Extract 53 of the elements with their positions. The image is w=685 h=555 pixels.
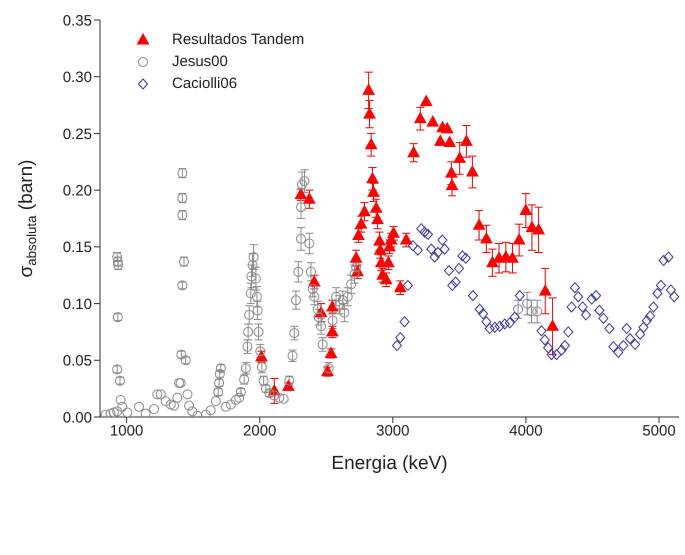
point [303, 192, 316, 204]
y-tick-label: 0.00 [62, 409, 92, 426]
point [444, 136, 456, 148]
point [387, 226, 400, 238]
y-tick-label: 0.05 [62, 352, 92, 370]
point [460, 134, 472, 146]
y-tick-label: 0.10 [62, 296, 92, 313]
point [352, 229, 364, 240]
point [420, 95, 432, 106]
legend-label: Jesus00 [172, 52, 228, 70]
x-axis-title: Energia (keV) [331, 453, 448, 474]
x-tick-label: 4000 [509, 422, 543, 440]
point [368, 186, 380, 197]
x-tick-label: 3000 [376, 422, 410, 440]
point [355, 218, 368, 229]
point [426, 116, 439, 127]
point [362, 84, 375, 95]
point [358, 205, 370, 216]
point [513, 234, 526, 245]
point [366, 172, 378, 184]
point [350, 252, 362, 263]
point [466, 165, 478, 176]
y-tick-label: 0.15 [62, 239, 92, 256]
point [441, 122, 454, 134]
point [446, 179, 458, 190]
point [532, 223, 545, 234]
y-tick-label: 0.25 [62, 126, 92, 143]
x-tick-label: 1000 [110, 422, 144, 440]
point [364, 108, 376, 119]
point [506, 252, 518, 263]
point [282, 380, 294, 391]
point [372, 213, 384, 224]
point [539, 284, 552, 296]
point [434, 134, 446, 146]
point [414, 112, 426, 124]
y-tick-label: 0.20 [62, 182, 92, 200]
point [480, 232, 492, 244]
point [394, 281, 406, 292]
point [454, 152, 466, 163]
legend-label: Caciolli06 [172, 74, 238, 92]
point [473, 218, 486, 230]
point [520, 204, 532, 216]
legend-label: Resultados Tandem [172, 30, 304, 48]
x-tick-label: 2000 [243, 422, 276, 440]
y-tick-label: 0.30 [62, 69, 92, 86]
y-tick-label: 0.35 [62, 12, 92, 30]
point [546, 320, 559, 331]
point [486, 256, 498, 268]
x-tick-label: 5000 [642, 422, 676, 440]
point [365, 138, 378, 150]
point [400, 234, 412, 245]
point [408, 146, 420, 158]
point [445, 166, 458, 178]
